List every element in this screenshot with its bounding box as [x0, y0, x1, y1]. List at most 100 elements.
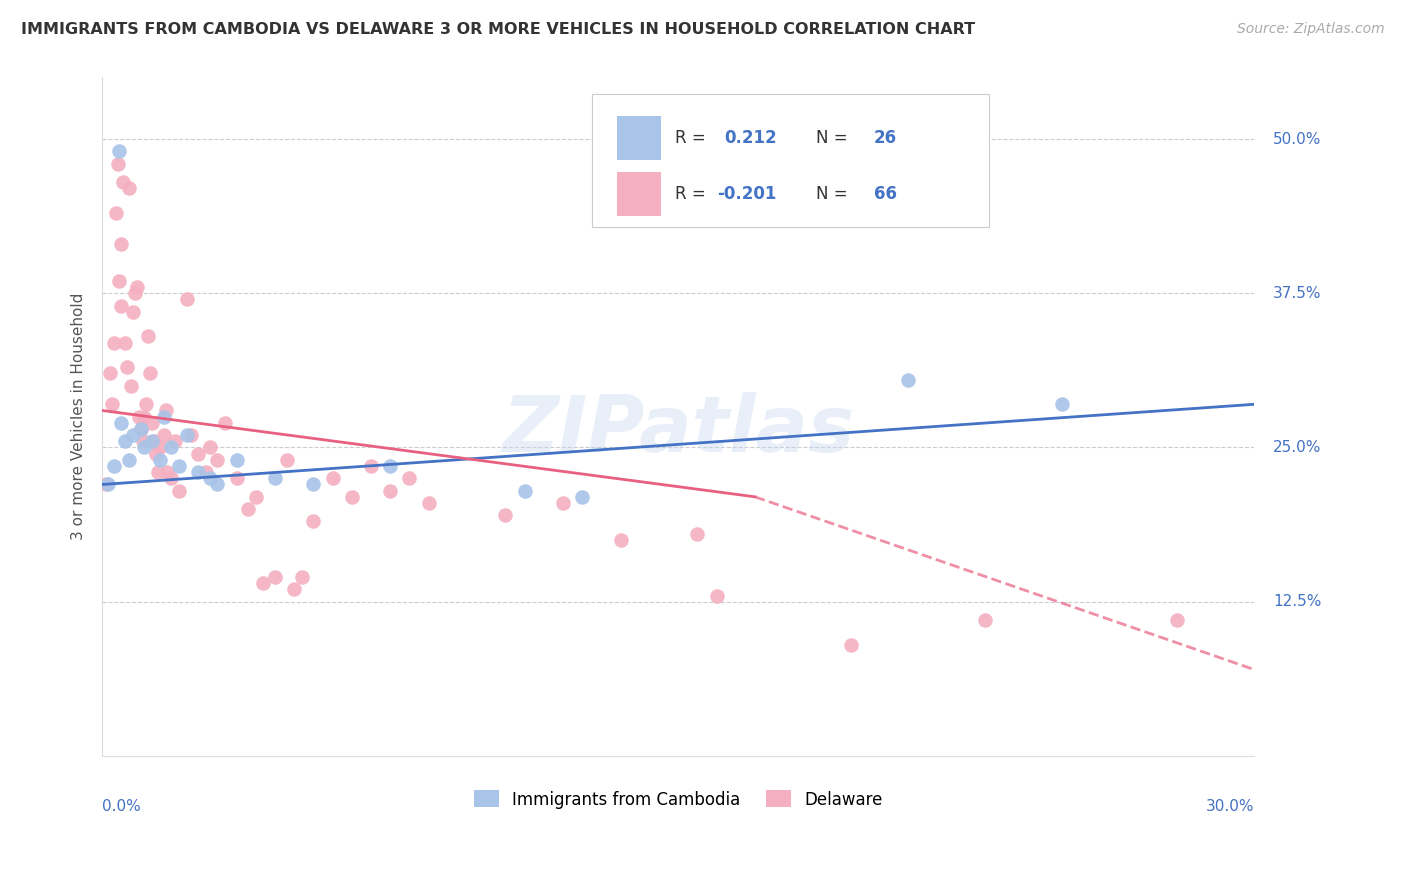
Text: ZIPatlas: ZIPatlas: [502, 392, 855, 468]
Point: [207, 477, 229, 491]
Point: [103, 458, 125, 473]
Point: [974, 613, 997, 627]
Point: [134, 441, 156, 455]
Point: [146, 465, 169, 479]
Point: [135, 397, 157, 411]
Point: [207, 452, 229, 467]
Point: [152, 428, 174, 442]
Text: 0.0%: 0.0%: [103, 799, 141, 814]
Point: [302, 515, 325, 529]
Point: [187, 465, 209, 479]
Point: [398, 471, 420, 485]
Text: 0.212: 0.212: [724, 129, 778, 147]
Point: [167, 458, 190, 473]
Y-axis label: 3 or more Vehicles in Household: 3 or more Vehicles in Household: [72, 293, 86, 541]
Point: [114, 434, 136, 449]
Text: 37.5%: 37.5%: [1274, 285, 1322, 301]
Point: [131, 434, 153, 449]
Text: 26: 26: [875, 129, 897, 147]
Point: [145, 447, 167, 461]
Text: -0.201: -0.201: [717, 185, 776, 202]
Point: [141, 434, 163, 449]
Point: [494, 508, 516, 523]
Point: [136, 329, 159, 343]
Text: 66: 66: [875, 185, 897, 202]
Point: [103, 335, 125, 350]
Text: R =: R =: [675, 129, 710, 147]
Legend: Immigrants from Cambodia, Delaware: Immigrants from Cambodia, Delaware: [474, 790, 883, 808]
Point: [156, 465, 179, 479]
Point: [134, 409, 156, 424]
Text: 50.0%: 50.0%: [1274, 132, 1322, 146]
Point: [110, 236, 132, 251]
Text: Source: ZipAtlas.com: Source: ZipAtlas.com: [1237, 22, 1385, 37]
Point: [114, 335, 136, 350]
Point: [149, 452, 172, 467]
Point: [141, 416, 163, 430]
Point: [264, 570, 287, 584]
Point: [839, 638, 862, 652]
Point: [108, 145, 131, 159]
Point: [283, 582, 305, 597]
Point: [120, 379, 142, 393]
Point: [160, 441, 183, 455]
Point: [115, 360, 138, 375]
Point: [98, 367, 121, 381]
Point: [129, 422, 152, 436]
Point: [160, 471, 183, 485]
Point: [128, 409, 150, 424]
Point: [418, 496, 440, 510]
Point: [167, 483, 190, 498]
Point: [101, 397, 124, 411]
Point: [245, 490, 267, 504]
Point: [194, 465, 217, 479]
Point: [1050, 397, 1073, 411]
Point: [225, 452, 247, 467]
Point: [176, 293, 198, 307]
Point: [198, 441, 221, 455]
Point: [118, 181, 141, 195]
Point: [291, 570, 314, 584]
Point: [513, 483, 536, 498]
Point: [214, 416, 236, 430]
Point: [149, 441, 172, 455]
Point: [104, 206, 127, 220]
Point: [225, 471, 247, 485]
Point: [380, 458, 402, 473]
Point: [107, 157, 129, 171]
FancyBboxPatch shape: [617, 172, 661, 216]
Point: [152, 409, 174, 424]
Point: [129, 422, 152, 436]
Point: [110, 299, 132, 313]
Point: [155, 403, 177, 417]
Point: [551, 496, 574, 510]
Point: [236, 502, 259, 516]
Point: [97, 477, 120, 491]
Point: [125, 280, 148, 294]
Text: N =: N =: [817, 129, 853, 147]
Point: [118, 452, 141, 467]
Point: [897, 373, 920, 387]
Point: [571, 490, 593, 504]
Point: [380, 483, 402, 498]
Text: N =: N =: [817, 185, 853, 202]
Point: [180, 428, 202, 442]
Point: [122, 305, 145, 319]
Point: [340, 490, 363, 504]
Point: [322, 471, 344, 485]
Text: IMMIGRANTS FROM CAMBODIA VS DELAWARE 3 OR MORE VEHICLES IN HOUSEHOLD CORRELATION: IMMIGRANTS FROM CAMBODIA VS DELAWARE 3 O…: [21, 22, 976, 37]
Point: [1166, 613, 1188, 627]
Point: [139, 367, 162, 381]
FancyBboxPatch shape: [617, 116, 661, 161]
Point: [686, 526, 709, 541]
Point: [112, 175, 135, 189]
Point: [176, 428, 198, 442]
Point: [108, 274, 131, 288]
Point: [187, 447, 209, 461]
Point: [94, 477, 117, 491]
Text: 12.5%: 12.5%: [1274, 594, 1322, 609]
Text: 25.0%: 25.0%: [1274, 440, 1322, 455]
Point: [122, 428, 145, 442]
Point: [706, 589, 728, 603]
Text: 30.0%: 30.0%: [1205, 799, 1254, 814]
